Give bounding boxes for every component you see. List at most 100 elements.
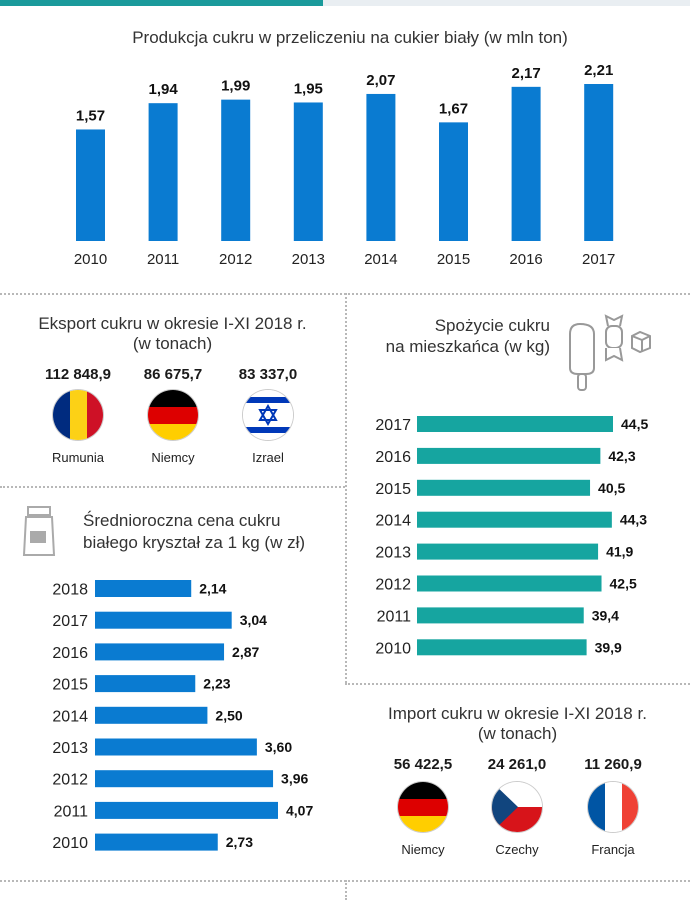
production-bar-2011	[148, 103, 178, 241]
export-label-romania: Rumunia	[51, 450, 105, 465]
price-year-label: 2010	[52, 835, 88, 852]
germany-flag-icon	[148, 390, 198, 440]
production-year-label: 2016	[509, 251, 542, 268]
price-bar-2011	[95, 801, 278, 819]
price-value-label: 2,87	[232, 644, 259, 660]
production-value-label: 1,99	[221, 78, 250, 95]
divider-consumption	[345, 683, 690, 685]
consumption-value-label: 44,3	[620, 512, 647, 528]
romania-flag-icon	[53, 390, 103, 440]
production-year-label: 2013	[292, 251, 325, 268]
consumption-year-label: 2012	[375, 577, 411, 594]
production-year-label: 2014	[364, 251, 397, 268]
price-value-label: 3,60	[265, 739, 292, 755]
consumption-value-label: 40,5	[598, 480, 625, 496]
france-flag-icon	[588, 782, 638, 832]
production-bar-2013	[293, 102, 323, 242]
price-year-label: 2015	[52, 677, 88, 694]
consumption-title-line1: Spożycie cukru	[434, 316, 550, 335]
export-value-israel: 83 337,0	[238, 366, 298, 383]
price-value-label: 2,73	[226, 834, 253, 850]
production-value-label: 1,94	[148, 81, 178, 98]
production-bar-2014	[366, 93, 396, 241]
top-bar-background	[323, 0, 690, 6]
production-bar-2017	[584, 84, 614, 241]
price-value-label: 2,50	[215, 707, 242, 723]
export-title-line1: Eksport cukru w okresie I-XI 2018 r.	[38, 314, 307, 333]
consumption-bar-2015	[417, 479, 591, 496]
production-value-label: 1,95	[294, 80, 323, 97]
price-value-label: 2,14	[199, 581, 226, 597]
price-year-label: 2016	[52, 645, 88, 662]
consumption-bar-2012	[417, 575, 602, 592]
production-year-label: 2010	[74, 251, 107, 268]
production-year-label: 2015	[437, 251, 470, 268]
production-value-label: 2,07	[366, 72, 395, 89]
export-value-romania: 112 848,9	[45, 366, 111, 383]
consumption-value-label: 39,9	[595, 639, 622, 655]
price-value-label: 4,07	[286, 802, 313, 818]
price-year-label: 2011	[54, 803, 89, 820]
consumption-year-label: 2010	[375, 640, 411, 657]
consumption-year-label: 2014	[375, 513, 411, 530]
price-bar-2013	[95, 738, 257, 756]
price-bar-chart: 2018 2,14 2017 3,04 2016 2,87 2015 2,23 2014 2,50…	[52, 580, 313, 852]
consumption-value-label: 41,9	[606, 544, 633, 560]
import-title-line2: (w tonach)	[477, 724, 558, 743]
divider-vertical-main	[345, 293, 347, 683]
price-bar-2014	[95, 706, 208, 724]
price-bar-2018	[95, 580, 192, 597]
czech-flag-icon	[492, 782, 542, 832]
consumption-bar-2013	[417, 543, 599, 560]
consumption-value-label: 42,5	[610, 576, 637, 592]
price-title-line1: Średnioroczna cena cukru	[83, 511, 281, 530]
divider-price	[0, 880, 690, 882]
price-bar-2016	[95, 643, 225, 661]
consumption-year-label: 2016	[375, 449, 411, 466]
ice-cream-candy-icon	[569, 314, 651, 391]
production-bar-chart: 1,57 2010 1,94 2011 1,99 2012 1,95 2013 2,07 2014…	[74, 62, 616, 268]
production-year-label: 2012	[219, 251, 252, 268]
price-year-label: 2018	[52, 582, 88, 599]
price-year-label: 2012	[52, 772, 88, 789]
consumption-year-label: 2011	[377, 608, 412, 625]
import-title-line1: Import cukru w okresie I-XI 2018 r.	[388, 704, 647, 723]
import-label-czech: Czechy	[495, 842, 539, 857]
consumption-title-line2: na mieszkańca (w kg)	[385, 337, 550, 356]
price-year-label: 2013	[52, 740, 88, 757]
production-year-label: 2011	[147, 251, 179, 268]
import-value-france: 11 260,9	[584, 756, 642, 773]
import-value-czech: 24 261,0	[487, 756, 547, 773]
production-bar-2010	[76, 129, 105, 241]
price-value-label: 3,96	[281, 771, 308, 787]
price-title-line2: białego kryształ za 1 kg (w zł)	[83, 533, 306, 552]
price-value-label: 2,23	[203, 676, 230, 692]
consumption-bar-chart: 2017 44,5 2016 42,3 2015 40,5 2014 44,3 2013 41,9…	[375, 416, 648, 657]
price-year-label: 2014	[52, 708, 88, 725]
production-value-label: 2,17	[511, 65, 540, 82]
price-bar-2012	[95, 770, 274, 788]
consumption-value-label: 42,3	[608, 448, 635, 464]
export-value-germany: 86 675,7	[143, 366, 203, 383]
production-value-label: 1,57	[76, 107, 105, 124]
production-value-label: 2,21	[584, 62, 613, 79]
consumption-year-label: 2013	[375, 545, 411, 562]
divider-export	[0, 486, 345, 488]
price-bar-2015	[95, 675, 196, 693]
divider-vertical-bottom	[345, 880, 347, 900]
consumption-value-label: 44,5	[621, 416, 648, 432]
consumption-bar-2014	[417, 511, 612, 528]
production-bar-2015	[439, 122, 468, 241]
consumption-year-label: 2015	[375, 481, 411, 498]
consumption-year-label: 2017	[375, 417, 411, 434]
price-bar-2017	[95, 611, 232, 629]
production-bar-2012	[221, 99, 251, 241]
top-accent-bar	[0, 0, 323, 6]
export-title-line2: (w tonach)	[132, 334, 213, 353]
israel-flag-icon	[243, 390, 293, 440]
consumption-bar-2016	[417, 447, 601, 464]
consumption-value-label: 39,4	[592, 607, 619, 623]
export-label-israel: Izrael	[252, 450, 284, 465]
consumption-bar-2011	[417, 607, 584, 624]
export-label-germany: Niemcy	[151, 450, 195, 465]
